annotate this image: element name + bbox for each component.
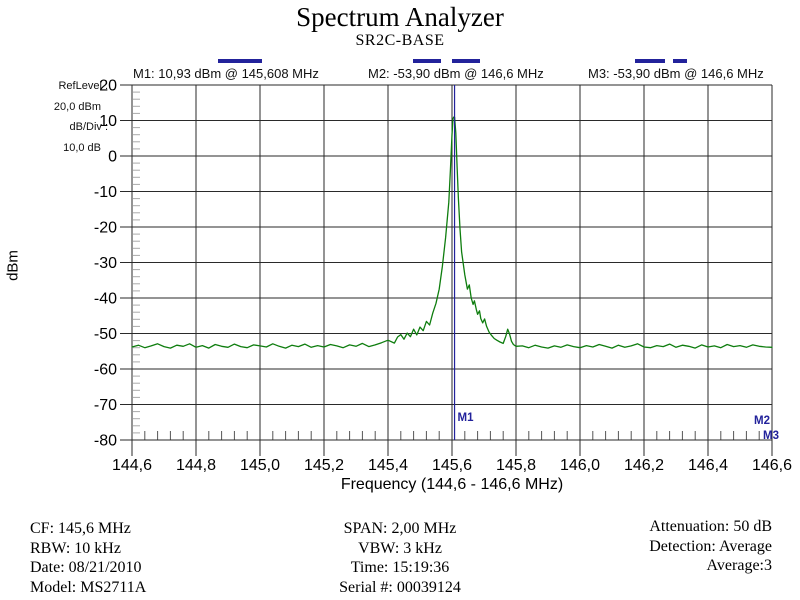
page-subtitle: SR2C-BASE [355, 32, 445, 49]
svg-text:M2: M2 [754, 415, 770, 427]
marker3-readout: M3: -53,90 dBm @ 146,6 MHz [588, 66, 764, 81]
ref-level-value: 20,0 dBm [53, 100, 101, 113]
rbw-readout: RBW: 10 kHz [30, 539, 121, 557]
span-readout: SPAN: 2,00 MHz [343, 520, 457, 537]
svg-text:-60: -60 [94, 362, 117, 379]
svg-text:145,6: 145,6 [432, 457, 472, 474]
marker3-indicator-dash-left [635, 59, 665, 63]
svg-text:146,4: 146,4 [688, 457, 728, 474]
svg-text:-10: -10 [94, 184, 117, 201]
date-readout: Date: 08/21/2010 [30, 559, 142, 576]
marker3-indicator-dash-right [673, 59, 687, 63]
svg-text:144,8: 144,8 [176, 457, 216, 474]
svg-text:20: 20 [99, 78, 117, 95]
svg-text:146,0: 146,0 [560, 457, 600, 474]
svg-text:-70: -70 [94, 397, 117, 414]
page-title: Spectrum Analyzer [296, 2, 504, 32]
marker1-readout: M1: 10,93 dBm @ 145,608 MHz [133, 66, 319, 81]
svg-text:146,6: 146,6 [752, 457, 792, 474]
footer-center-column: SPAN: 2,00 MHz VBW: 3 kHz Time: 15:19:36… [250, 519, 550, 597]
svg-text:145,8: 145,8 [496, 457, 536, 474]
svg-text:-50: -50 [94, 326, 117, 343]
vbw-readout: VBW: 3 kHz [358, 539, 442, 557]
svg-text:145,2: 145,2 [304, 457, 344, 474]
svg-text:-40: -40 [94, 291, 117, 308]
svg-text:-20: -20 [94, 220, 117, 237]
model-readout: Model: MS2711A [30, 578, 147, 596]
average-readout: Average:3 [706, 557, 772, 574]
marker1-indicator-dash [218, 59, 262, 63]
detection-readout: Detection: Average [649, 537, 772, 555]
marker2-indicator-dash-right [452, 59, 480, 63]
spectrum-plot: 144,6 144,8 145,0 145,2 145,4 145,6 145,8 146,0… [94, 78, 792, 475]
footer-left-column: CF: 145,6 MHz RBW: 10 kHz Date: 08/21/20… [30, 519, 146, 597]
x-axis-title: Frequency (144,6 - 146,6 MHz) [340, 476, 564, 493]
svg-text:145,4: 145,4 [368, 457, 408, 474]
svg-text:M1: M1 [458, 412, 475, 424]
serial-readout: Serial #: 00039124 [339, 578, 461, 596]
db-per-div-value: 10,0 dB [63, 141, 101, 154]
db-per-div-label: dB/Div : [69, 121, 108, 133]
svg-text:146,2: 146,2 [624, 457, 664, 474]
attenuation-readout: Attenuation: 50 dB [649, 518, 772, 535]
ref-level-panel: RefLevel : 20,0 dBm dB/Div : 10,0 dB [26, 76, 108, 158]
marker2-readout: M2: -53,90 dBm @ 146,6 MHz [368, 66, 544, 81]
svg-text:-80: -80 [94, 433, 117, 450]
svg-text:144,6: 144,6 [112, 457, 152, 474]
svg-text:10: 10 [99, 113, 117, 130]
svg-text:145,0: 145,0 [240, 457, 280, 474]
svg-text:0: 0 [108, 149, 117, 166]
footer-right-column: Attenuation: 50 dB Detection: Average Av… [649, 517, 772, 576]
time-readout: Time: 15:19:36 [350, 559, 450, 576]
svg-text:-30: -30 [94, 255, 117, 272]
ref-level-label: RefLevel : [58, 80, 108, 92]
svg-text:M3: M3 [763, 430, 779, 442]
marker2-indicator-dash-left [413, 59, 441, 63]
center-frequency-readout: CF: 145,6 MHz [30, 520, 131, 537]
